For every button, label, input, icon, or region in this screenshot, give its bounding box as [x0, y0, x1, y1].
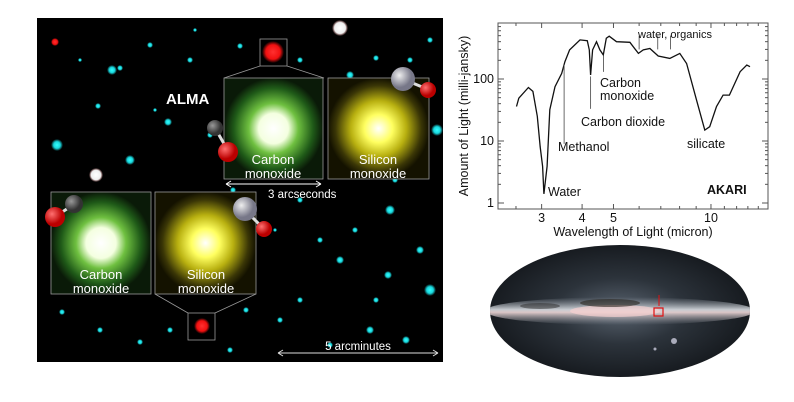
star — [107, 65, 117, 75]
star — [416, 246, 424, 254]
inset-silicon-monoxide-top: Silicon monoxide — [327, 77, 430, 181]
zoom-line — [154, 293, 189, 314]
star — [385, 205, 395, 215]
inset-label: monoxide — [178, 281, 234, 296]
star — [373, 297, 379, 303]
alma-panel: ALMA Carbon monoxide Silicon monoxide — [37, 18, 443, 362]
instrument-label: AKARI — [707, 183, 747, 197]
annotation-silicate: silicate — [687, 137, 725, 151]
alma-background — [37, 18, 443, 362]
star — [336, 256, 344, 264]
star — [243, 307, 249, 313]
annotation-carbon-dioxide: Carbon dioxide — [581, 115, 665, 129]
star-field — [51, 20, 443, 353]
scale-bar-arcminutes: 5 arcminutes — [277, 341, 439, 357]
star — [373, 55, 379, 61]
star — [273, 228, 277, 232]
zoom-box-bottom — [187, 312, 216, 341]
target-location-marker — [653, 307, 664, 317]
inset-label: monoxide — [73, 281, 129, 296]
scale-label: 3 arcseconds — [268, 189, 337, 201]
carbon-monoxide-molecule-icon — [45, 195, 83, 227]
star — [147, 42, 153, 48]
annotation-carbon-monoxide: monoxide — [600, 89, 654, 103]
annotation-carbon-monoxide: Carbon — [600, 76, 641, 90]
star — [402, 336, 410, 344]
star — [327, 342, 333, 348]
carbon-monoxide-molecule-icon — [207, 120, 238, 162]
y-tick-label: 10 — [480, 134, 494, 148]
inset-label: monoxide — [245, 166, 301, 181]
silicon-monoxide-molecule-icon — [233, 197, 272, 237]
x-tick-label: 10 — [704, 211, 718, 225]
zoom-line — [214, 293, 257, 314]
star — [297, 197, 303, 203]
star — [164, 118, 172, 126]
star — [346, 71, 354, 79]
annotation-water: Water — [548, 185, 581, 199]
star — [97, 327, 103, 333]
inset-label: Silicon — [187, 267, 225, 282]
scale-label: 5 arcminutes — [325, 341, 391, 353]
star — [230, 187, 236, 193]
x-tick-label: 4 — [579, 211, 586, 225]
annotation-methanol: Methanol — [558, 140, 609, 154]
alma-label: ALMA — [166, 91, 209, 108]
inset-label: Carbon — [252, 152, 295, 167]
star — [227, 347, 233, 353]
star — [187, 57, 193, 63]
y-tick-label: 100 — [473, 72, 494, 86]
spectrum-line — [515, 35, 751, 194]
star — [59, 309, 65, 315]
red-source — [51, 38, 59, 46]
spectrum-chart: 3 4 5 10 1 10 100 Water Methanol Carbon dioxid… — [457, 22, 769, 239]
star — [137, 339, 143, 345]
star — [95, 103, 101, 109]
star — [117, 65, 123, 71]
target-source-bottom — [194, 318, 210, 334]
star — [407, 57, 413, 63]
star — [352, 227, 358, 233]
star — [317, 237, 323, 243]
zoom-line — [286, 65, 325, 79]
zoom-line — [223, 65, 261, 79]
inset-label: Silicon — [359, 152, 397, 167]
star — [332, 20, 348, 36]
star — [366, 326, 374, 334]
axes: 3 4 5 10 1 10 100 — [473, 22, 768, 225]
inset-label: Carbon — [80, 267, 123, 282]
target-source-top — [262, 41, 284, 63]
star — [297, 57, 303, 63]
star — [424, 284, 436, 296]
star — [277, 317, 283, 323]
annotation-water-organics: water, organics — [637, 29, 712, 41]
inset-label: monoxide — [350, 166, 406, 181]
star — [153, 108, 157, 112]
inset-carbon-monoxide-top: Carbon monoxide — [223, 77, 324, 181]
star — [89, 168, 103, 182]
star — [237, 43, 243, 49]
star — [51, 139, 63, 151]
x-tick-label: 3 — [538, 211, 545, 225]
star — [297, 297, 303, 303]
star — [78, 58, 82, 62]
silicon-monoxide-molecule-icon — [391, 67, 436, 98]
milky-way-sky-map — [490, 245, 750, 377]
star — [167, 327, 173, 333]
star — [384, 271, 392, 279]
star — [125, 155, 135, 165]
annotation-lines — [563, 35, 671, 144]
x-axis-label: Wavelength of Light (micron) — [553, 225, 712, 239]
star — [431, 124, 443, 136]
y-tick-label: 1 — [487, 196, 494, 210]
star — [427, 37, 433, 43]
x-tick-label: 5 — [610, 211, 617, 225]
y-axis-label: Amount of Light (milli-jansky) — [457, 36, 471, 196]
scale-bar-arcseconds: 3 arcseconds — [225, 180, 337, 201]
star — [193, 28, 197, 32]
zoom-box-top — [259, 38, 288, 67]
